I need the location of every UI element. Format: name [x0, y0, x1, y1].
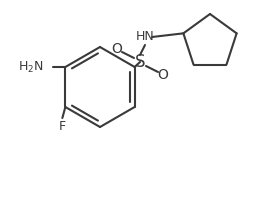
Text: S: S [135, 53, 145, 71]
Text: HN: HN [136, 31, 154, 43]
Text: F: F [59, 120, 66, 133]
Text: H$_2$N: H$_2$N [18, 59, 43, 75]
Text: O: O [111, 42, 122, 56]
Text: O: O [158, 68, 168, 82]
